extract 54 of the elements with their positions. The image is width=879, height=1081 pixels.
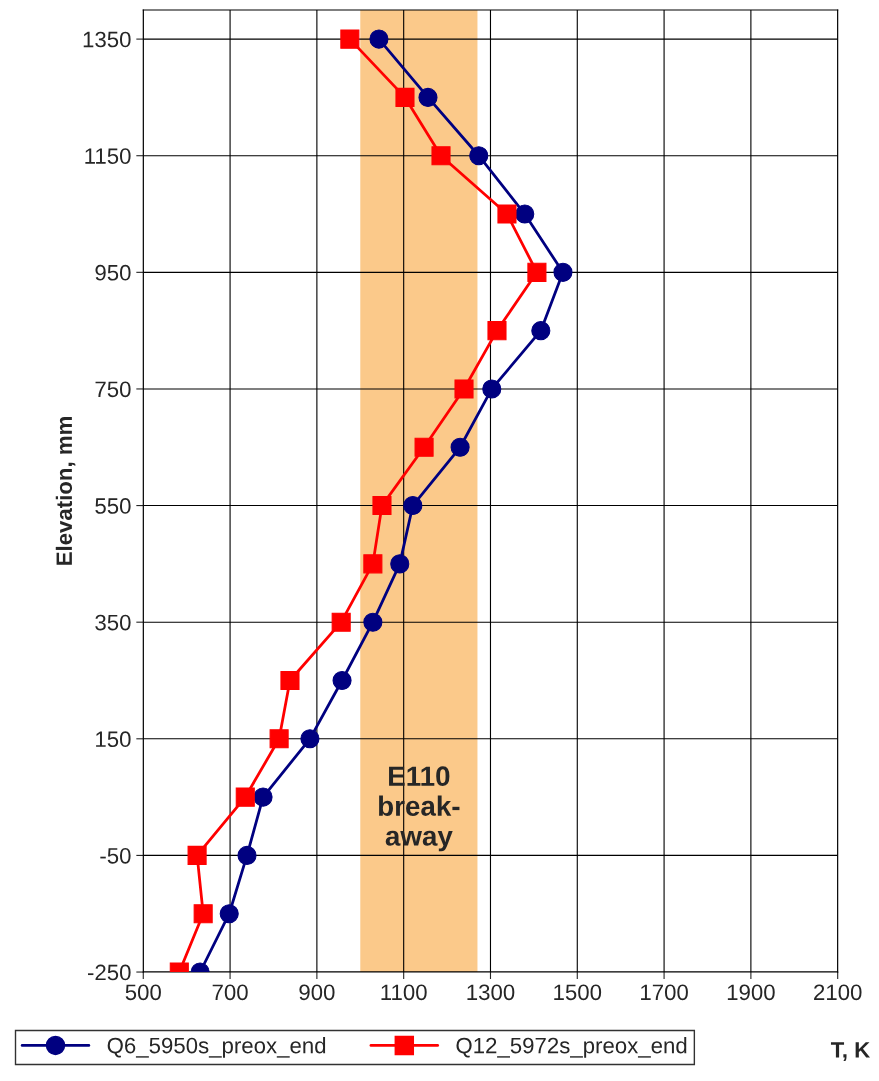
y-tick-label: 1350 xyxy=(83,31,131,48)
point xyxy=(395,87,415,107)
point xyxy=(403,496,423,516)
point xyxy=(527,262,547,282)
point xyxy=(531,321,551,341)
x-tick-label: 1500 xyxy=(554,984,602,1001)
y-tick-label: -250 xyxy=(87,964,131,981)
y-tick-label: 950 xyxy=(95,264,131,281)
x-tick-label: 900 xyxy=(299,984,335,1001)
point xyxy=(454,379,474,399)
y-tick-label: 350 xyxy=(95,614,131,631)
x-tick-label: 700 xyxy=(212,984,248,1001)
point xyxy=(340,29,360,49)
point xyxy=(280,670,300,691)
point xyxy=(450,437,470,457)
point xyxy=(331,612,351,632)
point xyxy=(253,787,273,807)
y-tick-label: 150 xyxy=(96,731,131,748)
x-tick-label: 500 xyxy=(125,984,161,1001)
point xyxy=(553,262,573,282)
point xyxy=(193,904,213,924)
point xyxy=(469,146,489,166)
x-tick-label: 2100 xyxy=(814,984,862,1001)
legend-label: Q6_5950s_preox_end xyxy=(107,1037,326,1058)
legend-label: Q12_5972s_preox_end xyxy=(456,1037,687,1058)
point xyxy=(414,437,434,457)
y-tick-label: 550 xyxy=(95,498,131,514)
point xyxy=(431,146,451,166)
x-tick-label: 1100 xyxy=(381,984,427,1001)
point xyxy=(418,87,438,107)
point xyxy=(497,204,517,224)
y-tick-label: -50 xyxy=(100,847,131,864)
point xyxy=(363,554,383,574)
y-axis-title: Elevation, mm xyxy=(55,417,76,565)
point xyxy=(269,729,289,749)
x-tick-label: 1300 xyxy=(467,984,515,1001)
x-axis-title: T, K xyxy=(830,1042,871,1061)
point xyxy=(332,670,352,691)
point xyxy=(187,845,207,865)
point xyxy=(515,204,535,224)
point xyxy=(219,904,239,924)
point xyxy=(390,554,410,574)
point xyxy=(369,29,389,49)
point xyxy=(237,845,257,865)
y-tick-label: 1150 xyxy=(85,148,131,164)
x-tick-label: 1900 xyxy=(727,984,775,1001)
point xyxy=(300,729,320,749)
point xyxy=(482,379,502,399)
point xyxy=(235,787,255,807)
point xyxy=(363,612,383,632)
x-tick-label: 1700 xyxy=(641,984,688,1001)
point xyxy=(487,321,507,341)
y-tick-label: 750 xyxy=(95,381,131,398)
point xyxy=(372,496,392,516)
